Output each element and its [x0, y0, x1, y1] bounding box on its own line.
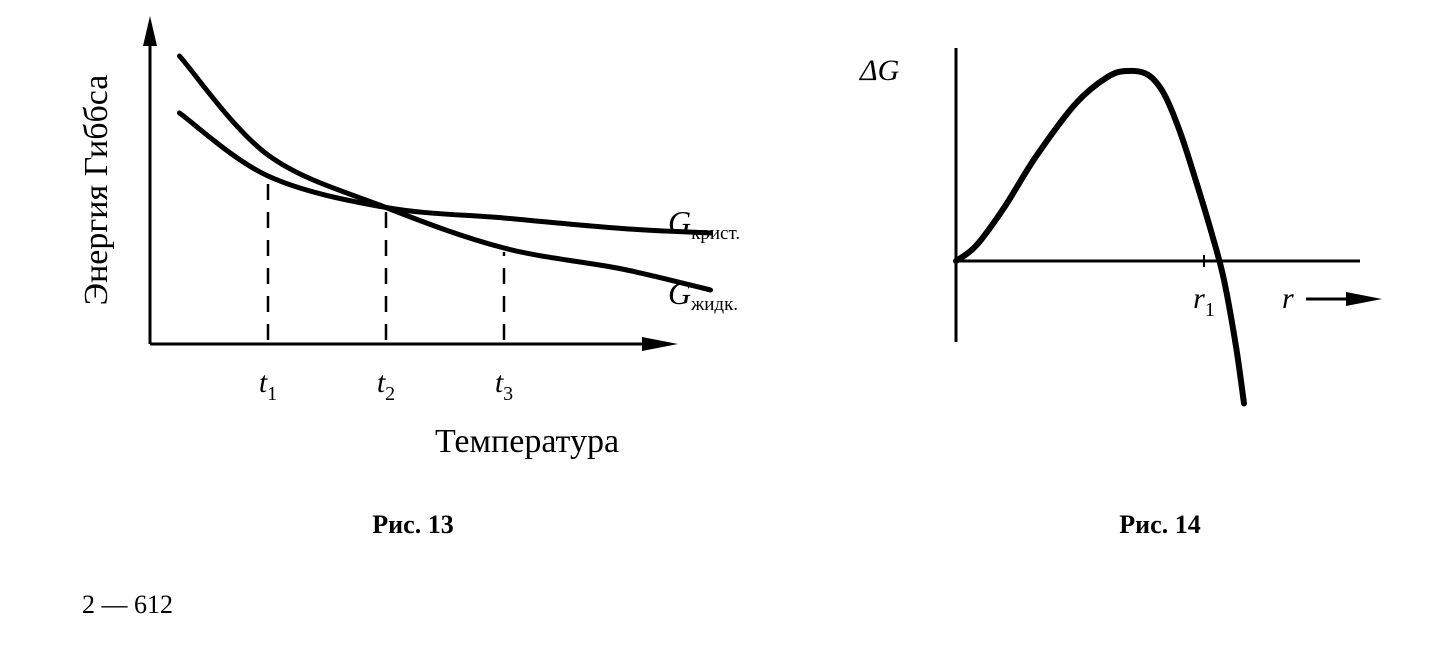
- dashed-guides: [266, 180, 506, 340]
- series-label-sub: жидк.: [690, 294, 738, 315]
- series-label-1: Gжидк.: [668, 275, 738, 315]
- series-lines: [177, 53, 713, 293]
- y-axis-label: ΔG: [859, 54, 900, 87]
- series-label-main: G: [668, 204, 691, 240]
- series-labels: Gкрист.Gжидк.: [668, 204, 740, 315]
- y-axis-arrow: [143, 16, 157, 46]
- series-line-1: [177, 53, 713, 293]
- x-tick-label-2: t2: [377, 366, 395, 405]
- x-tick-labels: t1 t2 t3: [259, 366, 513, 405]
- x-tick-sub: 3: [503, 383, 513, 405]
- r1-tick-label: r1: [1193, 282, 1215, 321]
- x-axis-label: r: [1282, 282, 1294, 315]
- x-tick-label-1: t1: [259, 366, 277, 405]
- series-label-0: Gкрист.: [668, 204, 740, 244]
- x-tick-sub: 2: [385, 383, 395, 405]
- figure-14: ΔG r1 r Рис. 14: [820, 0, 1420, 560]
- x-tick-label-3: t3: [495, 366, 513, 405]
- series-label-sub: крист.: [691, 223, 740, 244]
- series-lines: [953, 67, 1247, 407]
- y-axis-label: Энергия Гиббса: [78, 75, 115, 306]
- x-tick-main: t: [377, 366, 386, 399]
- r1-tick-main: r: [1193, 282, 1205, 315]
- series-label-main: G: [668, 275, 691, 311]
- gibbs-temperature-chart: t1 t2 t3 Gкрист.Gжидк. Энергия Гиббса Темп…: [78, 16, 740, 539]
- x-tick-main: t: [495, 366, 504, 399]
- r1-tick-sub: 1: [1205, 299, 1215, 321]
- x-axis-label: Температура: [435, 423, 619, 460]
- figure-13: t1 t2 t3 Gкрист. Gжидк. Энергия Гиббса Темп…: [0, 0, 760, 560]
- figure-14-caption: Рис. 14: [1119, 510, 1200, 539]
- delta-g-curve: [953, 67, 1247, 407]
- series-line-0: [177, 110, 713, 236]
- x-tick-main: t: [259, 366, 268, 399]
- page-number: 2 — 612: [82, 590, 173, 619]
- figure-13-caption: Рис. 13: [372, 510, 453, 539]
- delta-g-radius-chart: ΔG r1 r Рис. 14: [859, 48, 1382, 539]
- x-axis-arrow: [642, 337, 678, 351]
- x-tick-sub: 1: [267, 383, 277, 405]
- r-arrow-head: [1346, 292, 1382, 306]
